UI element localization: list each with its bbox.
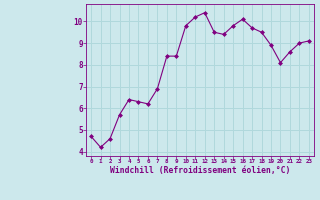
X-axis label: Windchill (Refroidissement éolien,°C): Windchill (Refroidissement éolien,°C)	[110, 166, 290, 175]
